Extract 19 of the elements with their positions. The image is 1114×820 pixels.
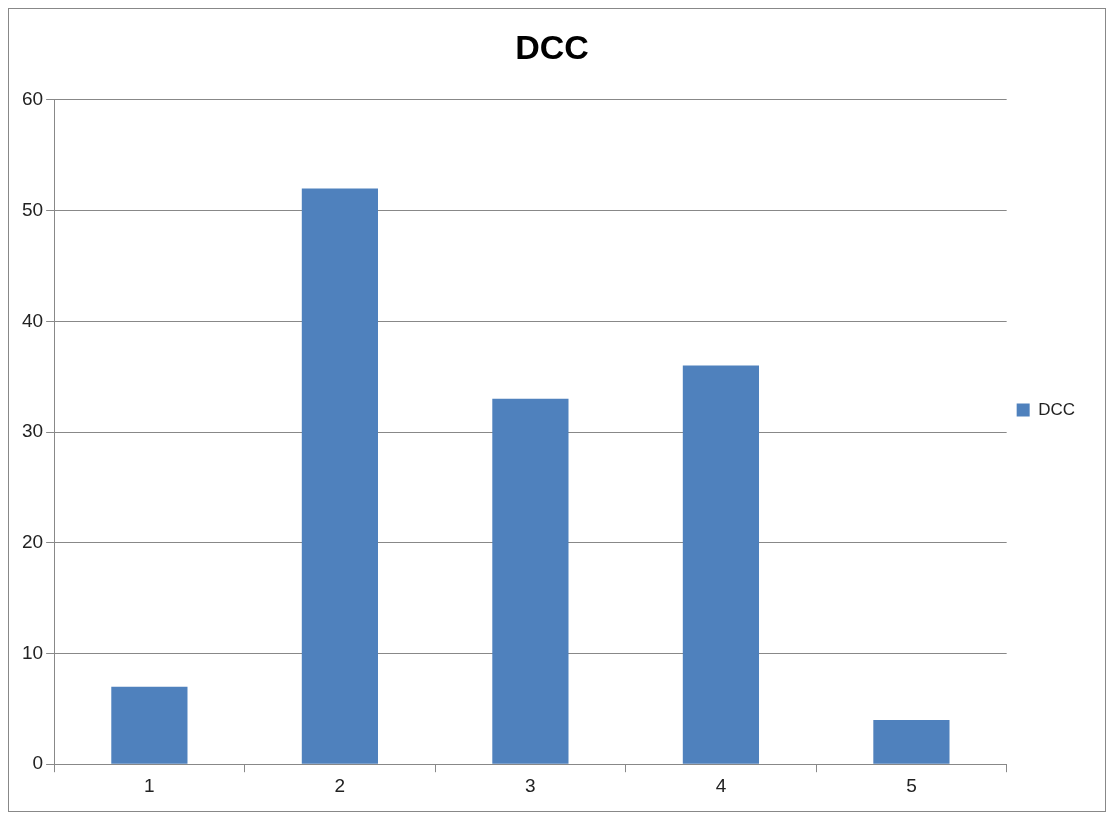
bar [301, 188, 378, 764]
x-tick-label: 1 [144, 774, 155, 796]
y-tick-label: 0 [32, 752, 44, 774]
bar [492, 398, 569, 764]
x-tick-label: 3 [525, 774, 536, 796]
x-tick-label: 4 [715, 774, 727, 796]
bar [682, 365, 760, 764]
y-tick-label: 60 [21, 88, 44, 110]
x-tick-label: 5 [906, 774, 917, 796]
y-tick-label: 20 [21, 530, 44, 552]
chart-title: DCC [515, 27, 589, 66]
y-tick-label: 40 [21, 309, 44, 331]
legend-label: DCC [1038, 399, 1076, 419]
x-tick-label: 2 [334, 774, 346, 796]
y-tick-label: 30 [21, 420, 44, 442]
bar [873, 719, 950, 764]
y-tick-label: 10 [21, 641, 44, 663]
y-tick-label: 50 [21, 198, 44, 220]
bar [111, 686, 188, 764]
